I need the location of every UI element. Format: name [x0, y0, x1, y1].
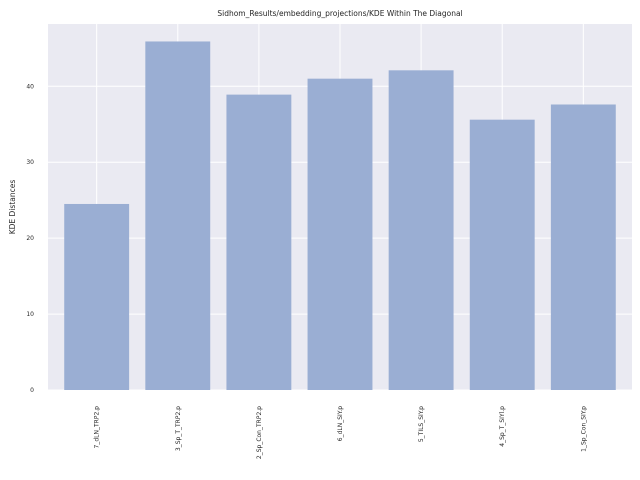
bar-3: [226, 94, 292, 390]
x-tick-label: 5_TILS_SIY.p: [418, 406, 425, 442]
y-tick-label: 20: [26, 235, 34, 242]
bar-4: [307, 78, 373, 391]
x-tick-label: 2_Sp_Con_TRP2.p: [256, 406, 263, 459]
x-tick-label: 1_Sp_Con_SIY.p: [580, 406, 587, 452]
x-tick-label: 6_dLN_SIY.p: [337, 406, 344, 441]
bar-6: [469, 119, 535, 391]
y-tick-label: 40: [26, 83, 34, 90]
x-tick-label: 3_Sp_T_TRP2.p: [175, 406, 182, 451]
bar-7: [550, 104, 616, 390]
x-tick-labels: 7_dLN_TRP2.p 3_Sp_T_TRP2.p 2_Sp_Con_TRP2.p…: [94, 406, 588, 459]
bars: [64, 41, 616, 391]
x-tick-label: 4_Sp_T_SIYl.p: [499, 406, 506, 447]
y-tick-label: 0: [30, 387, 34, 394]
y-tick-label: 30: [26, 159, 34, 166]
bar-1: [64, 203, 130, 390]
y-tick-labels: 0 10 20 30 40: [26, 83, 34, 394]
bar-5: [388, 70, 454, 390]
chart-title: Sidhom_Results/embedding_projections/KDE…: [217, 9, 462, 18]
x-tick-label: 7_dLN_TRP2.p: [94, 406, 101, 449]
bar-2: [145, 41, 211, 391]
y-axis-label: KDE Distances: [8, 180, 17, 235]
y-tick-label: 10: [26, 311, 34, 318]
